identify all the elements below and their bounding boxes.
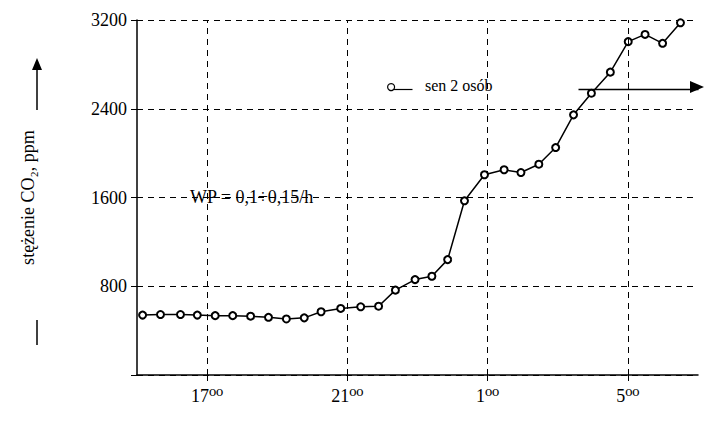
svg-text:17⁰⁰: 17⁰⁰ [191, 386, 223, 406]
svg-text:stężenie CO₂, ppm: stężenie CO₂, ppm [18, 130, 38, 265]
svg-text:sen 2 osób: sen 2 osób [425, 77, 493, 94]
svg-text:WP = 0,1÷0,15/h: WP = 0,1÷0,15/h [190, 187, 314, 207]
svg-text:5⁰⁰: 5⁰⁰ [616, 386, 639, 406]
svg-text:1600: 1600 [91, 188, 127, 208]
svg-text:1⁰⁰: 1⁰⁰ [476, 386, 499, 406]
svg-text:2400: 2400 [91, 99, 127, 119]
svg-text:800: 800 [100, 276, 127, 296]
svg-text:3200: 3200 [91, 10, 127, 30]
svg-text:21⁰⁰: 21⁰⁰ [331, 386, 363, 406]
